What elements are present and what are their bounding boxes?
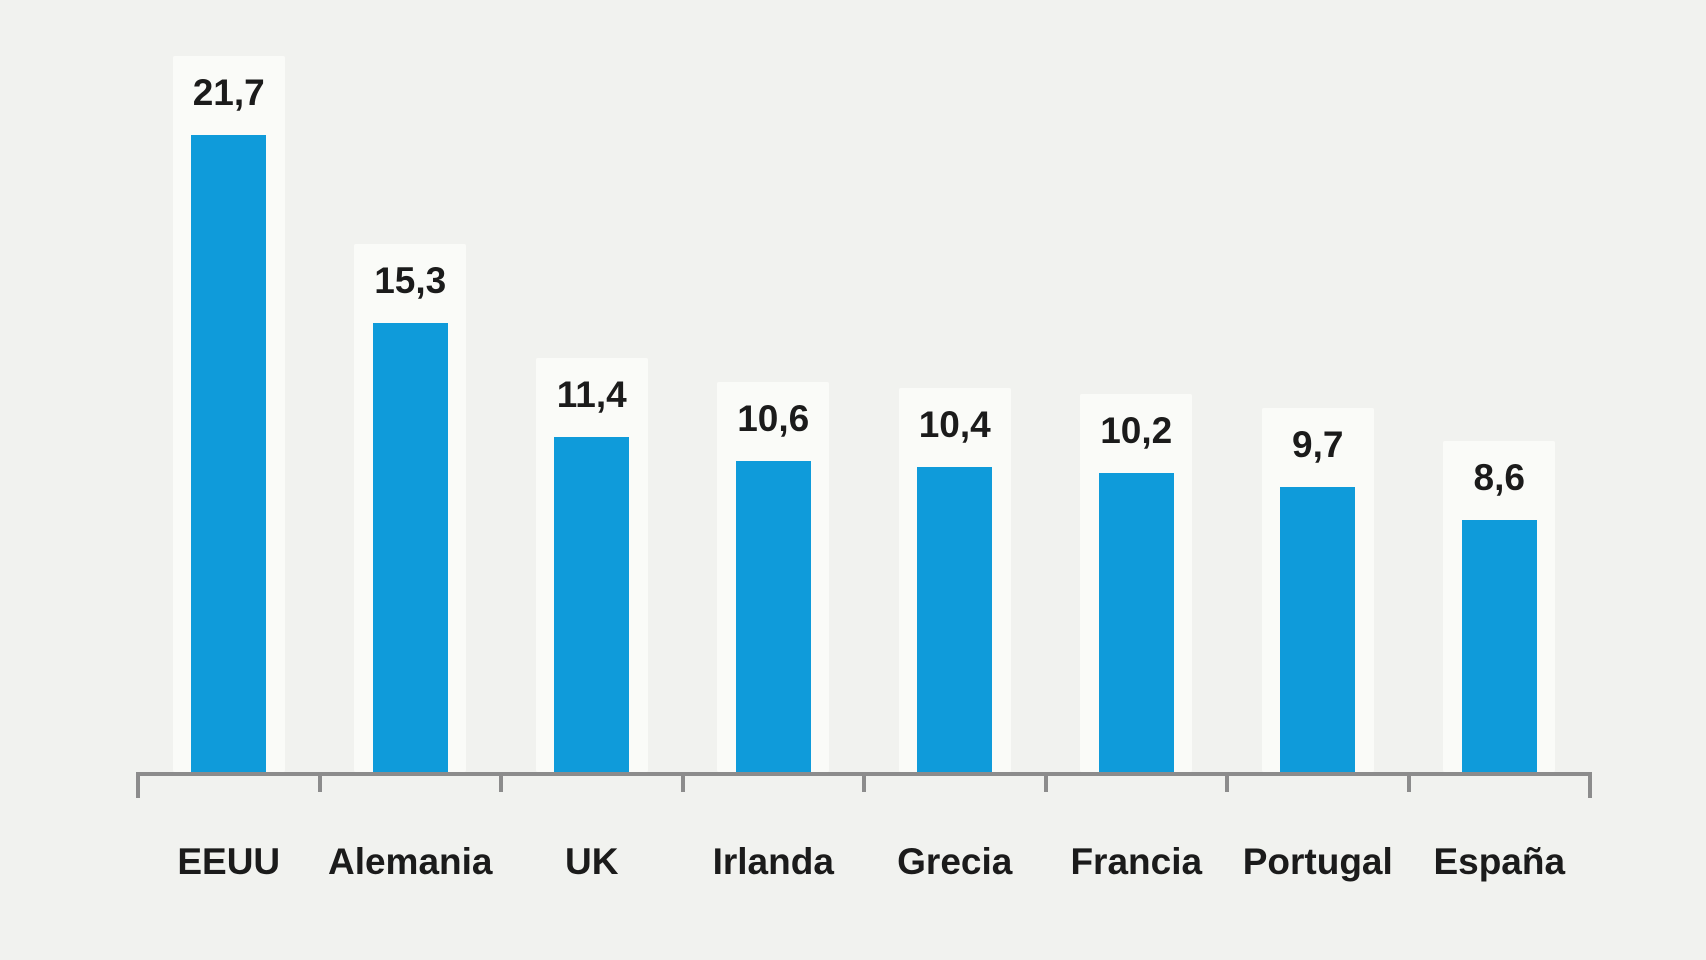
bar (191, 135, 267, 772)
value-label: 15,3 (374, 260, 447, 301)
axis-tick (1406, 772, 1411, 792)
axis-tick (1588, 772, 1592, 798)
category-label: Alemania (327, 841, 493, 882)
axis-tick (1225, 772, 1229, 792)
value-label: 10,2 (1100, 410, 1173, 451)
category-label: Portugal (1242, 841, 1393, 882)
bar (554, 437, 630, 772)
bar (735, 461, 811, 772)
value-label: 21,7 (192, 72, 265, 113)
bar (1280, 487, 1356, 772)
category-label: Francia (1070, 841, 1203, 882)
axis-tick (680, 772, 685, 792)
value-label: 10,4 (918, 404, 991, 445)
bar (1098, 473, 1174, 772)
axis-tick (136, 772, 140, 798)
bar (917, 467, 993, 772)
category-label: UK (565, 841, 619, 882)
category-label: Grecia (897, 841, 1013, 882)
axis-tick (1043, 772, 1048, 792)
axis-tick (862, 772, 866, 792)
bar (372, 323, 448, 772)
value-label: 9,7 (1292, 424, 1344, 465)
category-label: España (1433, 841, 1566, 882)
category-label: Irlanda (712, 841, 834, 882)
value-label: 8,6 (1473, 457, 1525, 498)
axis-tick (317, 772, 322, 792)
value-label: 11,4 (556, 374, 627, 415)
bar (1461, 520, 1537, 772)
value-label: 10,6 (737, 398, 810, 439)
axis-tick (499, 772, 503, 792)
category-label: EEUU (177, 841, 281, 882)
